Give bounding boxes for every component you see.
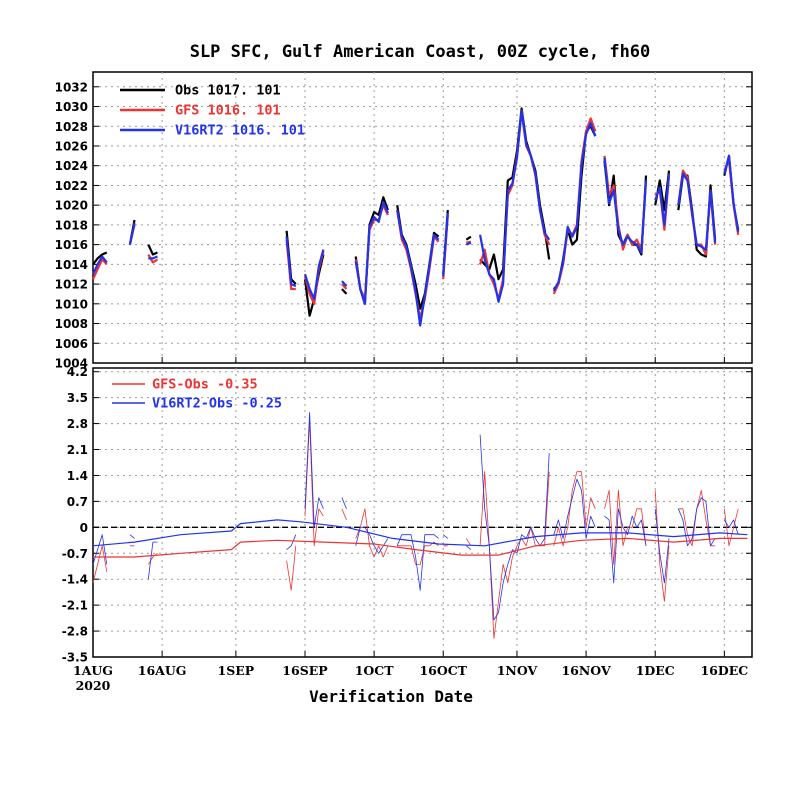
error-panel-y-ticks: -3.5 -2.8 -2.1 -1.4 -0.7 0 0.7 1.4 2.1 2.8 3.5 4.2 xyxy=(62,365,88,664)
error-panel-legend: GFS-Obs -0.35 V16RT2-Obs -0.25 xyxy=(112,377,282,412)
y-tick-label: 1010 xyxy=(55,297,88,311)
x-tick-label: 1DEC xyxy=(636,663,675,678)
y-tick-label: 1028 xyxy=(55,120,88,134)
legend-entry-gfs: GFS-Obs -0.35 xyxy=(152,377,258,393)
y-tick-label: -2.8 xyxy=(62,625,88,639)
x-tick-label: 16NOV xyxy=(561,663,610,678)
y-tick-label: 1016 xyxy=(55,238,88,252)
slp-panel-grid xyxy=(92,71,753,364)
panel-frame xyxy=(92,71,753,364)
y-tick-label: 0 xyxy=(80,521,88,535)
y-tick-label: 1.4 xyxy=(67,469,88,483)
y-tick-label: 1020 xyxy=(55,199,88,213)
y-tick-label: 1018 xyxy=(55,218,88,232)
y-tick-label: -3.5 xyxy=(62,651,88,665)
y-tick-label: 1032 xyxy=(55,80,88,94)
panel-frame xyxy=(92,367,753,658)
x-tick-label: 16OCT xyxy=(419,663,467,678)
x-tick-label: 1NOV xyxy=(497,663,538,678)
y-tick-label: 1012 xyxy=(55,278,88,292)
legend-entry-v16: V16RT2 1016. 101 xyxy=(175,123,305,139)
slp-panel: 1004 1006 1008 1010 1012 1014 1016 1018 1020 1022… xyxy=(55,71,753,371)
y-tick-label: -0.7 xyxy=(62,547,88,561)
x-tick-label: 1OCT xyxy=(355,663,395,678)
y-tick-label: 2.8 xyxy=(67,417,88,431)
series-v16-running_mean-line xyxy=(92,519,748,547)
x-tick-label: 1SEP xyxy=(218,663,255,678)
error-panel-series xyxy=(92,412,748,639)
y-tick-label: 1026 xyxy=(55,139,88,153)
x-axis-label: Verification Date xyxy=(309,687,473,706)
y-tick-label: -2.1 xyxy=(62,599,88,613)
x-tick-label: 16AUG xyxy=(138,663,187,678)
x-tick-label: 16DEC xyxy=(700,663,748,678)
slp-panel-legend: Obs 1017. 101 GFS 1016. 101 V16RT2 1016. 1… xyxy=(120,83,305,139)
y-tick-label: 3.5 xyxy=(67,391,88,405)
y-tick-label: 1022 xyxy=(55,179,88,193)
y-tick-label: 1030 xyxy=(55,100,88,114)
y-tick-label: 1008 xyxy=(55,317,88,331)
y-tick-label: 0.7 xyxy=(67,495,88,509)
y-tick-label: 1014 xyxy=(55,258,88,272)
legend-entry-v16: V16RT2-Obs -0.25 xyxy=(152,396,282,412)
legend-entry-obs: Obs 1017. 101 xyxy=(175,83,281,99)
series-gfs-running_mean-line xyxy=(93,537,748,558)
slp-panel-series xyxy=(92,107,740,327)
series-v16-line xyxy=(92,109,740,327)
error-panel: -3.5-2.8-2.1-1.4-0.700.71.42.12.83.54.2 … xyxy=(62,365,753,665)
legend-entry-gfs: GFS 1016. 101 xyxy=(175,103,281,119)
y-tick-label: 2.1 xyxy=(67,443,88,457)
x-tick-label: 16SEP xyxy=(282,663,328,678)
y-tick-label: 1006 xyxy=(55,337,88,351)
x-tick-sublabel: 2020 xyxy=(76,678,111,693)
chart-title: SLP SFC, Gulf American Coast, 00Z cycle,… xyxy=(190,42,651,62)
y-tick-label: -1.4 xyxy=(62,573,88,587)
y-tick-label: 4.2 xyxy=(67,365,88,379)
y-tick-label: 1024 xyxy=(55,159,88,173)
slp-panel-y-ticks: 1004 1006 1008 1010 1012 1014 1016 1018 1020 1022… xyxy=(55,80,88,370)
x-tick-label: 1AUG xyxy=(73,663,113,678)
y-tick-label: 1004 xyxy=(55,357,88,371)
